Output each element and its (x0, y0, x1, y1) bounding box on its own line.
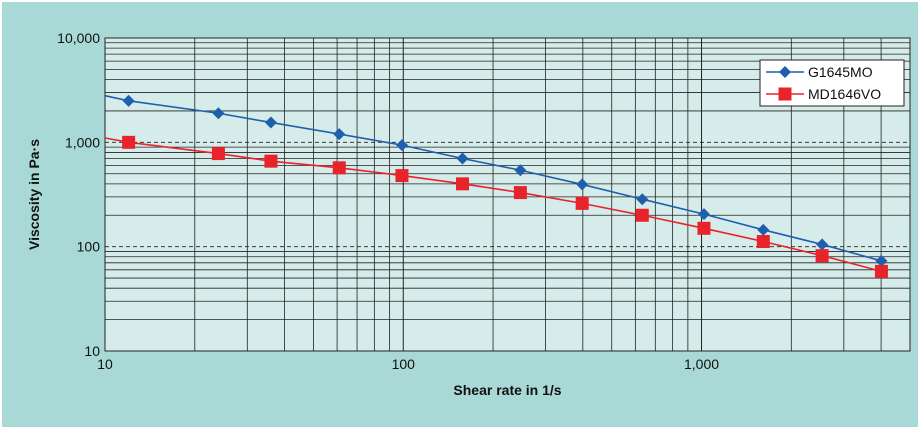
grid-lines (104, 37, 911, 352)
square-marker (756, 235, 770, 249)
diamond-marker (514, 164, 527, 177)
square-marker (122, 135, 136, 149)
square-marker (456, 177, 470, 191)
x-tick-label: 1,000 (684, 356, 719, 372)
series-line (104, 94, 882, 262)
x-tick-label: 100 (392, 356, 416, 372)
diamond-marker (333, 128, 346, 141)
square-marker (778, 87, 792, 101)
legend-label: MD1646VO (808, 86, 881, 102)
diamond-marker (779, 66, 791, 78)
square-marker (697, 221, 711, 235)
square-marker (635, 208, 649, 222)
square-marker (211, 147, 225, 161)
y-tick-label: 10,000 (57, 30, 100, 46)
diamond-marker (757, 223, 770, 236)
diamond-marker (456, 152, 469, 165)
plot-border (104, 37, 911, 352)
square-marker (874, 264, 888, 278)
diamond-marker (697, 208, 710, 221)
y-tick-label: 10 (84, 343, 100, 359)
square-marker (395, 169, 409, 183)
legend-label: G1645MO (808, 64, 873, 80)
x-axis-title: Shear rate in 1/s (453, 382, 561, 398)
diamond-marker (122, 94, 135, 107)
square-marker (264, 154, 278, 168)
series-MD1646VO (104, 135, 888, 278)
series-line (104, 137, 882, 273)
series-G1645MO (104, 94, 888, 267)
legend: G1645MO MD1646VO (759, 59, 905, 107)
diamond-marker (576, 178, 589, 191)
y-tick-label: 1,000 (65, 134, 100, 150)
diamond-marker (395, 139, 408, 152)
diamond-marker (636, 193, 649, 206)
legend-item: G1645MO (766, 64, 873, 80)
square-marker (513, 186, 527, 200)
diamond-marker (816, 238, 829, 251)
square-marker (332, 161, 346, 175)
square-marker (575, 196, 589, 210)
diamond-marker (212, 107, 225, 120)
tick-labels: 10 100 1,000 10 100 1,000 10,000 (57, 30, 719, 372)
square-marker (815, 249, 829, 263)
legend-item: MD1646VO (766, 86, 881, 102)
diamond-marker (264, 116, 277, 129)
series-layer (104, 94, 888, 278)
y-axis-title: Viscosity in Pa·s (26, 139, 42, 250)
x-tick-label: 10 (97, 356, 113, 372)
y-tick-label: 100 (77, 239, 101, 255)
